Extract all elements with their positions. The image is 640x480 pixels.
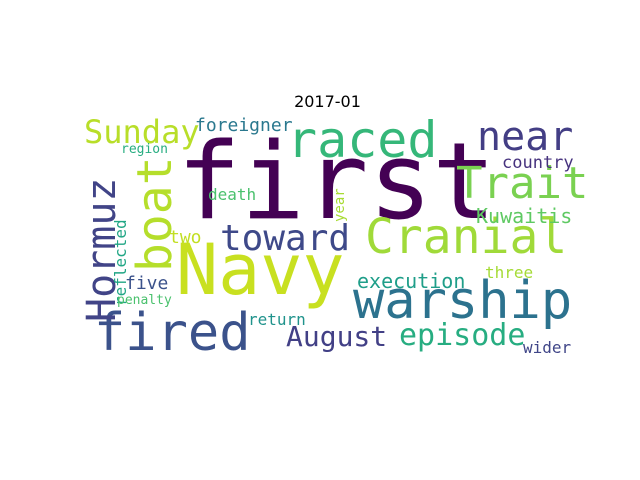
word-execution: execution [357,269,466,293]
word-sunday: Sunday [84,113,200,151]
word-return: return [248,310,306,329]
word-three: three [485,263,534,282]
word-foreigner: foreigner [195,115,293,136]
word-near: near [477,114,574,160]
word-august: August [286,320,388,353]
word-cloud: first Navy warship fired raced Cranial near boa… [79,111,588,368]
word-wider: wider [523,338,572,357]
word-fired: fired [94,303,251,363]
word-navy: Navy [176,229,345,311]
word-country: country [502,153,574,173]
word-first: first [177,120,497,243]
word-penalty: penalty [117,293,172,308]
word-episode: episode [399,318,526,353]
word-death: death [208,185,257,204]
word-boat: boat [127,156,183,273]
word-warship: warship [353,271,573,331]
word-trait: Trait [456,158,589,209]
word-two: two [169,227,202,248]
word-year: year [332,187,348,222]
word-kuwaitis: Kuwaitis [476,204,573,228]
word-region: region [121,142,168,157]
word-cranial: Cranial [365,209,568,265]
word-raced: raced [287,111,438,169]
chart-title: 2017-01 [294,92,361,111]
word-five: five [125,273,169,294]
word-toward: toward [220,218,351,259]
